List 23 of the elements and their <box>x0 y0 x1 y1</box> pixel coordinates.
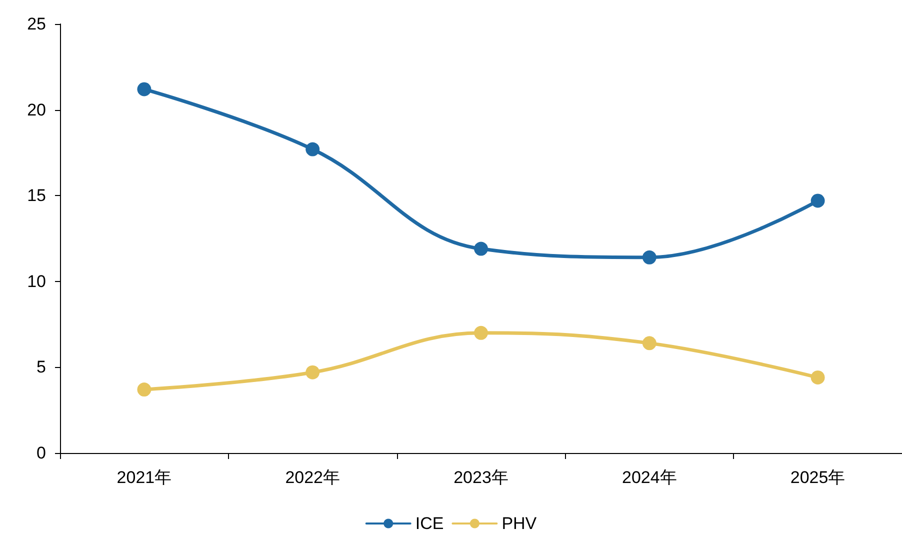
point <box>306 365 320 380</box>
point <box>642 336 656 350</box>
x-tick-label: 2021年 <box>116 468 172 487</box>
legend-label: PHV <box>502 514 538 533</box>
x-tick-label: 2022年 <box>285 468 340 487</box>
x-tick-label: 2025年 <box>790 468 846 487</box>
point <box>642 250 656 264</box>
y-tick-label: 20 <box>27 100 46 120</box>
point <box>137 82 152 96</box>
y-tick-label: 15 <box>27 186 46 206</box>
y-tick-label: 5 <box>36 358 46 377</box>
point <box>137 382 152 397</box>
point <box>810 194 825 208</box>
point <box>810 370 825 384</box>
y-tick-label: 25 <box>27 14 46 34</box>
point <box>474 242 488 256</box>
y-tick-label: 0 <box>36 444 46 462</box>
legend-label: ICE <box>415 514 444 533</box>
x-tick-label: 2023年 <box>454 468 508 487</box>
x-tick-label: 2024年 <box>622 468 677 487</box>
point <box>306 142 320 156</box>
point <box>474 326 488 340</box>
y-tick-label: 10 <box>27 272 46 291</box>
